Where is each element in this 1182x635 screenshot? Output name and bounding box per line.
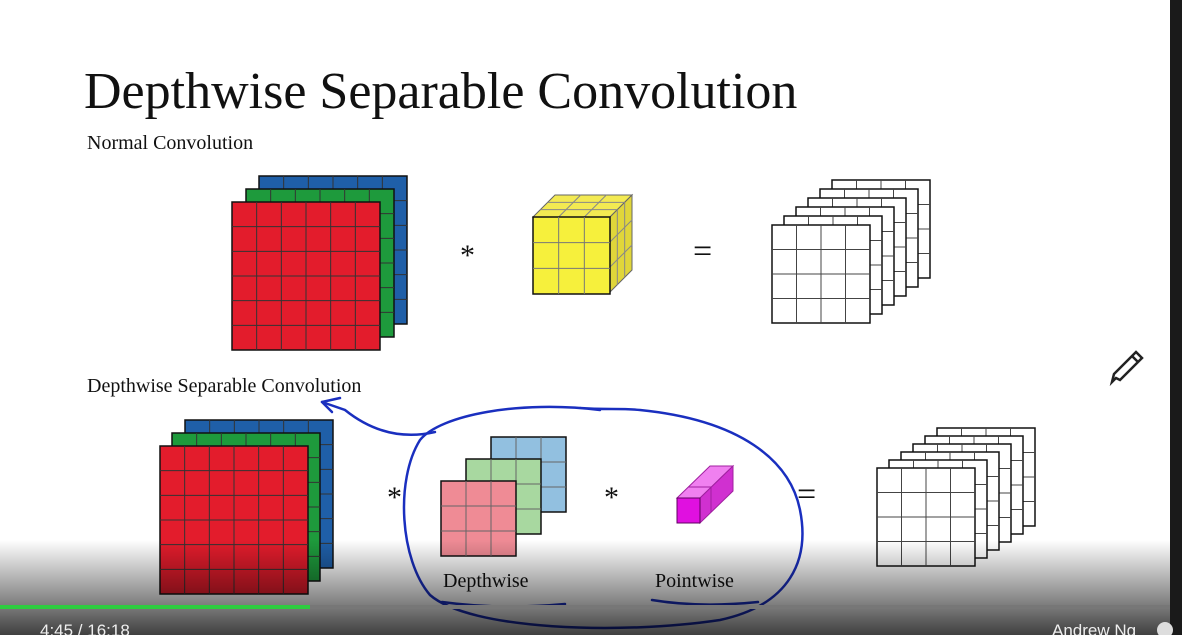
operator: * <box>387 481 402 514</box>
grid-line <box>558 194 582 218</box>
time-display: 4:45 / 16:18 <box>40 621 130 635</box>
operator: * <box>460 239 475 272</box>
progress-track[interactable] <box>0 605 1170 609</box>
author: Andrew Ng <box>1052 621 1136 635</box>
pencil-icon[interactable] <box>1109 350 1144 387</box>
grid-line <box>583 194 607 218</box>
grid-line <box>609 219 633 243</box>
right-edge <box>1170 0 1182 635</box>
operator: = <box>797 476 816 513</box>
operator: = <box>693 233 712 270</box>
point-face <box>676 497 701 524</box>
grid-line <box>609 244 633 268</box>
settings-icon[interactable] <box>1157 622 1173 635</box>
slide-title: Depthwise Separable Convolution <box>84 63 797 120</box>
controls-shade <box>0 540 1170 635</box>
grid-face <box>532 216 611 295</box>
progress-played <box>0 605 310 609</box>
operator: * <box>604 481 619 514</box>
separable-label: Depthwise Separable Convolution <box>87 375 361 397</box>
normal-label: Normal Convolution <box>87 132 253 154</box>
